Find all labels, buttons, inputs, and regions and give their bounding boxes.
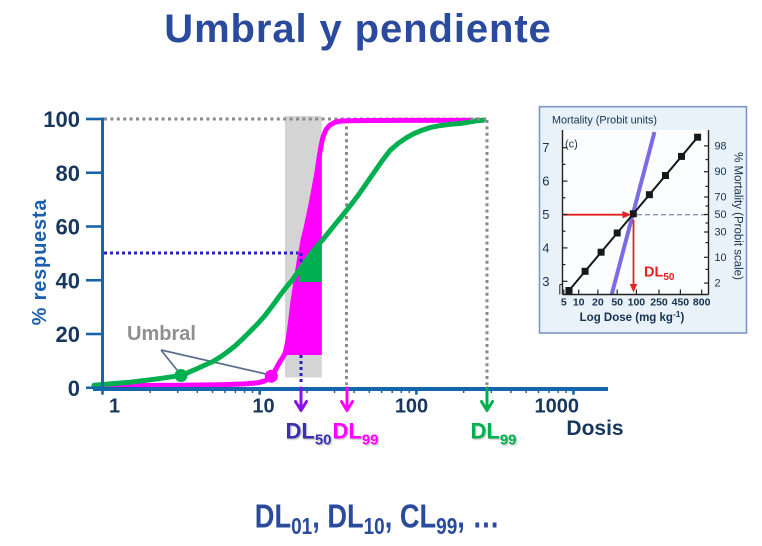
- svg-text:100: 100: [395, 396, 428, 418]
- svg-text:98: 98: [715, 140, 727, 152]
- svg-text:Dosis: Dosis: [566, 417, 623, 440]
- svg-text:90: 90: [715, 166, 727, 178]
- svg-text:60: 60: [56, 215, 80, 240]
- svg-text:40: 40: [56, 268, 80, 293]
- svg-text:20: 20: [56, 322, 80, 347]
- svg-text:80: 80: [56, 161, 80, 186]
- svg-text:% Mortality (Probit scale): % Mortality (Probit scale): [732, 152, 744, 280]
- svg-text:50: 50: [611, 297, 623, 309]
- svg-text:800: 800: [693, 297, 711, 309]
- svg-text:100: 100: [43, 107, 80, 132]
- svg-text:10: 10: [715, 252, 727, 264]
- svg-text:10: 10: [252, 396, 274, 418]
- svg-text:0: 0: [68, 376, 80, 401]
- svg-text:(c): (c): [565, 139, 578, 151]
- svg-text:20: 20: [592, 297, 604, 309]
- svg-text:450: 450: [672, 297, 690, 309]
- svg-text:10: 10: [573, 297, 585, 309]
- svg-text:5: 5: [561, 297, 567, 309]
- svg-text:5: 5: [542, 207, 549, 222]
- svg-text:7: 7: [542, 140, 549, 155]
- svg-text:Mortality (Probit units): Mortality (Probit units): [552, 115, 657, 127]
- svg-text:50: 50: [715, 209, 727, 221]
- svg-text:4: 4: [542, 240, 549, 255]
- svg-text:1000: 1000: [535, 396, 580, 418]
- svg-text:100: 100: [628, 297, 646, 309]
- svg-text:30: 30: [715, 227, 727, 239]
- svg-text:3: 3: [542, 274, 549, 289]
- svg-text:2: 2: [715, 278, 721, 290]
- svg-text:Log Dose (mg kg-1): Log Dose (mg kg-1): [580, 309, 685, 324]
- svg-text:250: 250: [650, 297, 668, 309]
- svg-text:70: 70: [715, 192, 727, 204]
- svg-text:Umbral: Umbral: [127, 323, 196, 345]
- svg-text:1: 1: [109, 396, 120, 418]
- svg-text:6: 6: [542, 174, 549, 189]
- svg-text:Umbral y pendiente: Umbral y pendiente: [164, 7, 551, 51]
- svg-text:% respuesta: % respuesta: [29, 199, 51, 326]
